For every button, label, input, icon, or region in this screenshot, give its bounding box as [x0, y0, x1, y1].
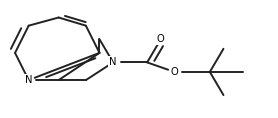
Text: N: N: [25, 75, 33, 85]
Text: O: O: [170, 67, 178, 77]
Text: O: O: [157, 34, 165, 44]
Text: N: N: [109, 57, 117, 67]
